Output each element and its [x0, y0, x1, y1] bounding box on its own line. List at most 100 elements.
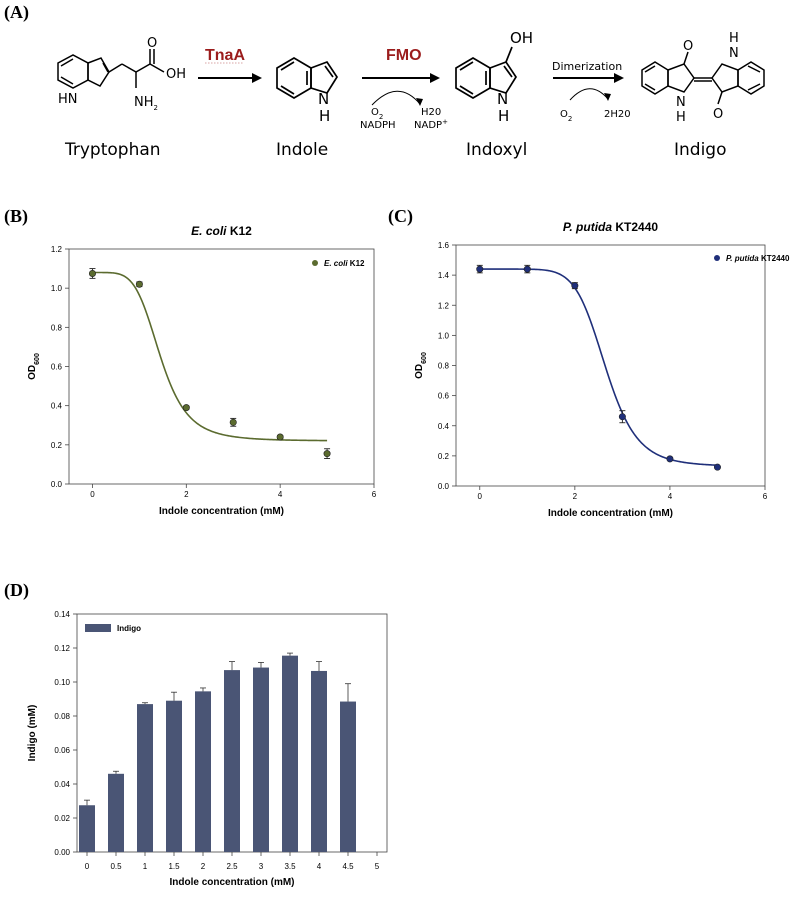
y-tick-label: 0.4 [51, 402, 63, 411]
panel-a: (A) HN NH2 O OH Tryptophan TnaA [4, 2, 765, 160]
dim-in-o2: O2 [560, 109, 572, 123]
x-tick-label: 2 [573, 492, 578, 501]
y-tick-label: 0.00 [54, 848, 70, 857]
enzyme-fmo: FMO [386, 47, 422, 64]
data-point [323, 450, 331, 458]
x-tick-label: 2.5 [226, 862, 238, 871]
y-tick-label: 0.2 [438, 452, 450, 461]
dim-out-h2o: 2H20 [604, 109, 631, 120]
legend-label: P. putida KT2440 [726, 254, 790, 263]
bar [340, 701, 356, 852]
y-tick-label: 1.0 [51, 284, 63, 293]
bar [137, 704, 153, 852]
indole-structure [276, 57, 339, 99]
x-tick-label: 4 [668, 492, 673, 501]
y-tick-label: 1.0 [438, 331, 450, 340]
plot-frame [455, 244, 766, 487]
indigo-o-top: O [683, 39, 693, 54]
chart-c: 0.0 0.2 0.4 0.6 0.8 1.0 1.2 1.4 1.6 0 2 4 6 Indole co… [414, 220, 790, 519]
arrow-tnaa [198, 73, 262, 83]
trp-nh2-label: NH2 [134, 95, 158, 112]
x-tick-label: 1.5 [168, 862, 180, 871]
panel-b-letter: (B) [4, 206, 28, 227]
x-axis-label: Indole concentration (mM) [548, 508, 673, 519]
indoxyl-h-label: H [498, 107, 509, 125]
indole-h-label: H [319, 107, 330, 125]
fmo-in-o2: O2 [371, 107, 383, 121]
panel-a-letter: (A) [4, 2, 29, 23]
y-tick-label: 1.2 [51, 245, 63, 254]
bar [253, 667, 269, 852]
legend-marker [714, 255, 720, 261]
y-tick-label: 0.0 [438, 482, 450, 491]
fmo-out-h2o: H20 [421, 107, 441, 118]
x-tick-label: 4 [278, 490, 283, 499]
x-tick-label: 4.5 [342, 862, 354, 871]
y-tick-label: 0.8 [51, 323, 63, 332]
chart-b: 0.0 0.2 0.4 0.6 0.8 1.0 1.2 0 2 4 6 Indole concentr… [27, 224, 377, 517]
y-axis-label: OD600 [27, 353, 41, 380]
indigo-o-bottom: O [713, 107, 723, 122]
fmo-in-nadph: NADPH [360, 120, 396, 131]
x-tick-label: 6 [372, 490, 377, 499]
y-tick-label: 0.2 [51, 441, 63, 450]
x-tick-label: 0 [85, 862, 90, 871]
bar [282, 655, 298, 852]
fmo-out-nadp: NADP+ [414, 118, 448, 131]
y-tick-label: 0.14 [54, 610, 70, 619]
y-tick-label: 0.06 [54, 746, 70, 755]
trp-o-label: O [147, 36, 157, 51]
x-tick-label: 0.5 [110, 862, 122, 871]
data-point [229, 418, 237, 426]
compound-indoxyl: Indoxyl [466, 140, 527, 160]
y-tick-label: 0.08 [54, 712, 70, 721]
trp-nh-label: HN [58, 92, 78, 107]
y-tick-label: 0.8 [438, 362, 450, 371]
x-tick-label: 6 [763, 492, 768, 501]
bar [79, 805, 95, 852]
bar [311, 670, 327, 852]
y-tick-label: 0.6 [51, 363, 63, 372]
bar [108, 773, 124, 852]
legend-swatch [85, 624, 111, 632]
x-tick-label: 0 [90, 490, 95, 499]
legend-label: E. coli K12 [324, 259, 365, 268]
trp-oh-label: OH [166, 67, 186, 82]
legend-label: Indigo [117, 624, 141, 633]
x-axis-label: Indole concentration (mM) [170, 877, 295, 888]
indole-n-label: N [318, 90, 329, 108]
data-point [523, 265, 531, 273]
chart-d: 0.00 0.02 0.04 0.06 0.08 0.10 0.12 0.14 0 0.5 1 1.5… [27, 610, 388, 888]
y-tick-label: 0.12 [54, 644, 70, 653]
legend-marker [312, 260, 318, 266]
indoxyl-oh-label: OH [510, 29, 533, 47]
x-axis-label: Indole concentration (mM) [159, 506, 284, 517]
data-point [476, 265, 484, 273]
x-tick-label: 5 [375, 862, 380, 871]
compound-indole: Indole [276, 140, 328, 160]
enzyme-tnaa: TnaA [205, 47, 245, 64]
chart-title: P. putida KT2440 [563, 220, 658, 234]
arrow-fmo [362, 73, 440, 106]
compound-indigo: Indigo [674, 140, 727, 160]
x-tick-label: 2 [201, 862, 206, 871]
y-tick-label: 0.10 [54, 678, 70, 687]
data-point [88, 269, 96, 277]
indoxyl-n-label: N [497, 90, 508, 108]
data-point [666, 455, 674, 463]
indigo-structure [641, 51, 765, 105]
y-tick-label: 1.2 [438, 301, 450, 310]
data-point [713, 463, 721, 471]
y-tick-label: 1.4 [438, 271, 450, 280]
chart-title: E. coli K12 [191, 224, 252, 238]
indigo-n-bottom: N [676, 95, 686, 110]
y-axis-label: OD600 [414, 352, 428, 379]
y-tick-label: 0.6 [438, 392, 450, 401]
y-tick-label: 0.0 [51, 480, 63, 489]
x-tick-label: 4 [317, 862, 322, 871]
indigo-h-top: H [729, 31, 739, 46]
fit-curve [92, 271, 328, 442]
indigo-h-bottom: H [676, 110, 686, 125]
indigo-n-top: N [729, 46, 739, 61]
